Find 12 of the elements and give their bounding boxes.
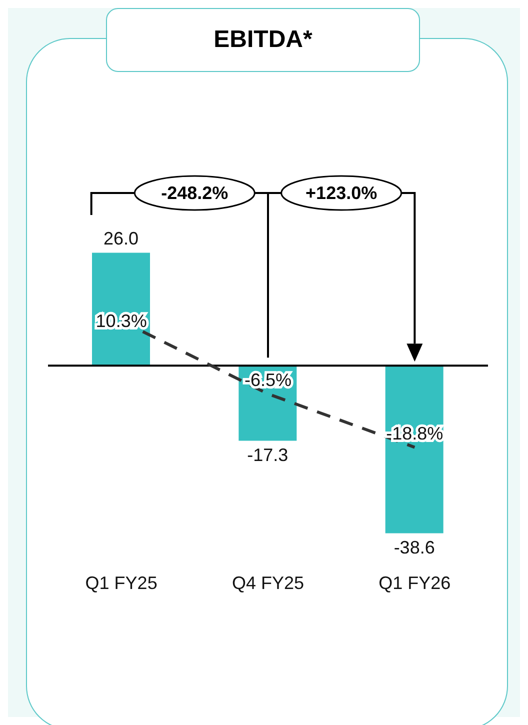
data-label: -6.5%: [244, 370, 292, 390]
data-label: -18.8%: [386, 423, 444, 444]
text: +123.0%: [306, 183, 378, 203]
chart-title: EBITDA*: [106, 8, 420, 72]
text: -248.2%: [161, 183, 228, 203]
data-label: 26.0: [103, 228, 139, 249]
data-label: -38.6: [394, 537, 435, 558]
x-tick-label: Q1 FY26: [378, 572, 451, 593]
data-label: 10.3%: [96, 310, 147, 331]
data-label: -17.3: [247, 444, 288, 465]
x-tick-label: Q1 FY25: [85, 572, 158, 593]
x-tick-label: Q4 FY25: [232, 572, 304, 593]
